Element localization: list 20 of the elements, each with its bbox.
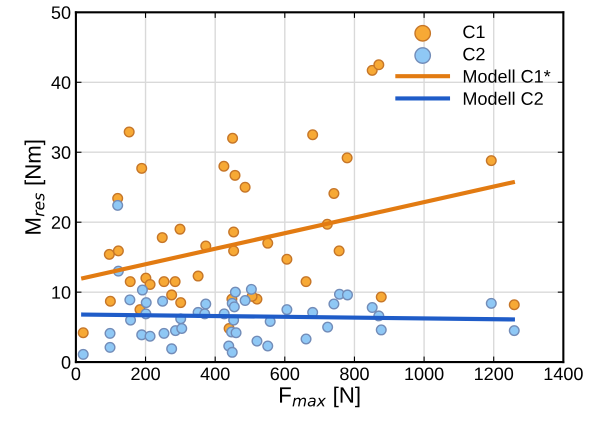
legend-label: C1: [463, 25, 485, 38]
y-tick-label: 0: [62, 356, 70, 369]
x-axis-title: F$_{max}$ [N]: [280, 386, 360, 408]
y-tick-label: 20: [52, 216, 70, 229]
x-tick-label: 600: [270, 367, 300, 380]
y-tick-label: 50: [52, 6, 70, 20]
legend-label: Modell C1*: [464, 69, 550, 83]
x-tick-label: 1400: [544, 367, 583, 380]
y-tick-label: 10: [52, 286, 70, 299]
x-tick-label: 1000: [405, 367, 444, 380]
y-tick-label: 40: [51, 76, 70, 89]
x-tick-label: 0: [72, 367, 80, 380]
legend-label: Modell C2: [464, 92, 543, 105]
legend-label: C2: [463, 48, 485, 60]
y-tick-label: 30: [52, 146, 70, 159]
y-axis-title: M$_{res}$ [Nm]: [24, 140, 46, 234]
x-tick-label: 800: [340, 367, 369, 380]
x-tick-label: 1200: [475, 367, 514, 380]
x-tick-label: 200: [131, 367, 160, 380]
x-tick-label: 400: [200, 367, 230, 380]
